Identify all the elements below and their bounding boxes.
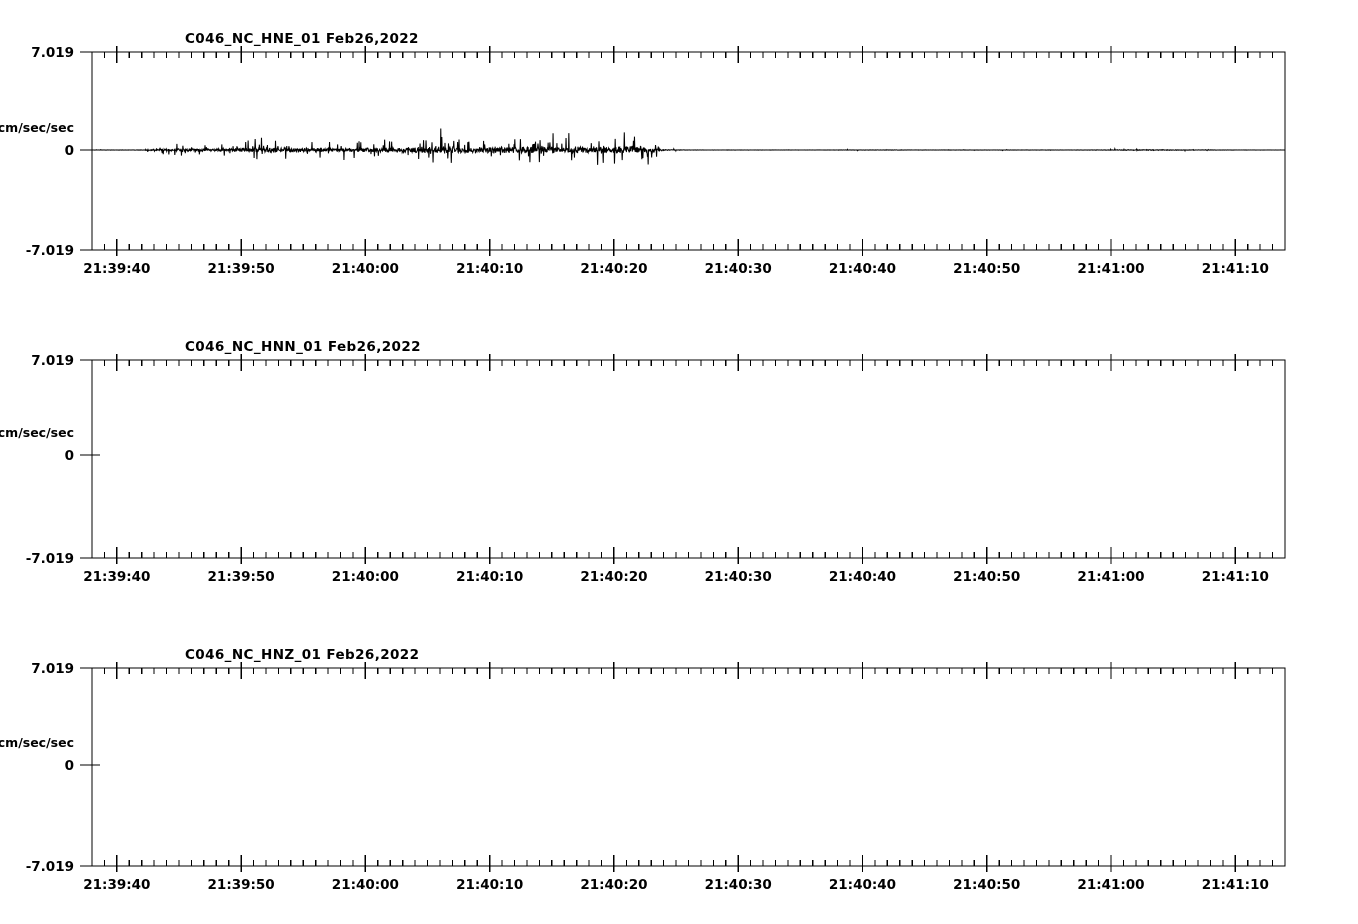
waveform-trace [91, 128, 1285, 165]
x-tick-label: 21:41:00 [1077, 877, 1144, 893]
y-axis-unit-label: cm/sec/sec [0, 735, 74, 750]
x-tick-label: 21:39:50 [208, 877, 275, 893]
y-tick-label: 0 [65, 448, 74, 464]
x-tick-label: 21:40:30 [705, 877, 772, 893]
x-tick-label: 21:41:10 [1202, 569, 1269, 585]
y-axis-ticks [80, 667, 100, 867]
axis-ticks [91, 354, 1286, 564]
x-tick-label: 21:41:10 [1202, 877, 1269, 893]
y-tick-label: -7.019 [26, 551, 74, 567]
panel-title: C046_NC_HNZ_01 Feb26,2022 [185, 647, 419, 663]
seismogram-panel-hnn: C046_NC_HNN_01 Feb26,2022 7.019 0 -7.019 cm/… [0, 308, 1358, 608]
x-tick-label: 21:39:50 [208, 261, 275, 277]
seismogram-plot-c046_nc_hne_01: C046_NC_HNE_01 Feb26,2022 7.019 0 -7.019 cm/… [0, 31, 1286, 277]
x-tick-label: 21:39:40 [83, 261, 150, 277]
x-tick-label: 21:39:50 [208, 569, 275, 585]
y-axis-unit-label: cm/sec/sec [0, 120, 74, 135]
x-tick-label: 21:40:10 [456, 877, 523, 893]
x-tick-label: 21:40:50 [953, 261, 1020, 277]
x-tick-label: 21:40:00 [332, 569, 399, 585]
seismogram-plot-c046_nc_hnn_01: C046_NC_HNN_01 Feb26,2022 7.019 0 -7.019 cm/… [0, 339, 1286, 585]
x-tick-label: 21:39:40 [83, 877, 150, 893]
y-tick-label: 0 [65, 758, 74, 774]
y-tick-label: 0 [65, 143, 74, 159]
y-axis-unit-label: cm/sec/sec [0, 425, 74, 440]
y-tick-label: 7.019 [31, 45, 74, 61]
y-tick-label: -7.019 [26, 243, 74, 259]
x-tick-label: 21:40:00 [332, 261, 399, 277]
seismogram-panel-hne: C046_NC_HNE_01 Feb26,2022 7.019 0 -7.019 cm/… [0, 0, 1358, 300]
x-tick-label: 21:40:10 [456, 261, 523, 277]
y-axis-ticks [80, 359, 100, 559]
axis-ticks [91, 662, 1286, 872]
x-tick-label: 21:40:10 [456, 569, 523, 585]
panel-title: C046_NC_HNE_01 Feb26,2022 [185, 31, 419, 47]
y-tick-label: 7.019 [31, 661, 74, 677]
x-tick-label: 21:40:50 [953, 569, 1020, 585]
y-tick-label: 7.019 [31, 353, 74, 369]
x-tick-label: 21:40:20 [580, 569, 647, 585]
seismogram-plot-c046_nc_hnz_01: C046_NC_HNZ_01 Feb26,2022 7.019 0 -7.019 cm/… [0, 647, 1286, 893]
plot-frame [91, 667, 1286, 867]
x-tick-label: 21:41:00 [1077, 569, 1144, 585]
x-tick-label: 21:40:40 [829, 877, 896, 893]
y-axis-ticks [80, 51, 100, 251]
x-tick-label: 21:41:10 [1202, 261, 1269, 277]
plot-frame [91, 359, 1286, 559]
x-tick-label: 21:40:40 [829, 569, 896, 585]
x-tick-label: 21:40:20 [580, 261, 647, 277]
x-tick-label: 21:40:30 [705, 261, 772, 277]
x-tick-label: 21:40:00 [332, 877, 399, 893]
x-tick-label: 21:39:40 [83, 569, 150, 585]
seismogram-panel-hnz: C046_NC_HNZ_01 Feb26,2022 7.019 0 -7.019 cm/… [0, 616, 1358, 924]
x-tick-label: 21:40:50 [953, 877, 1020, 893]
axis-ticks [91, 46, 1286, 256]
panel-title: C046_NC_HNN_01 Feb26,2022 [185, 339, 421, 355]
y-tick-label: -7.019 [26, 859, 74, 875]
x-tick-label: 21:40:40 [829, 261, 896, 277]
x-tick-label: 21:41:00 [1077, 261, 1144, 277]
x-tick-label: 21:40:20 [580, 877, 647, 893]
x-tick-label: 21:40:30 [705, 569, 772, 585]
